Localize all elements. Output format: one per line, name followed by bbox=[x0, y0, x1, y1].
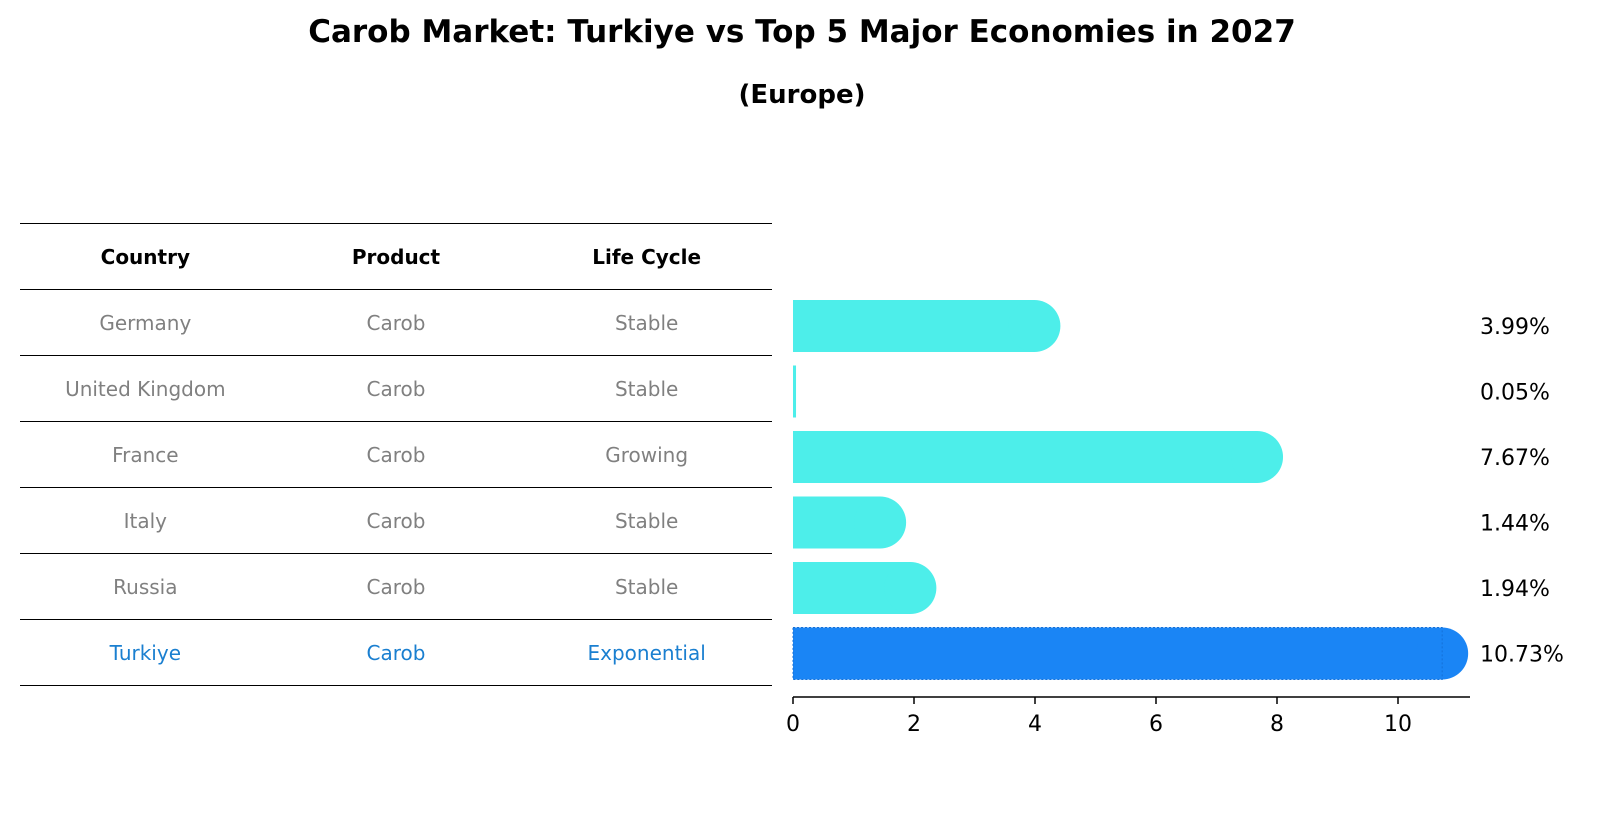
header-product: Product bbox=[270, 223, 522, 290]
bar-body bbox=[793, 627, 1443, 680]
x-tick-label: 6 bbox=[1149, 712, 1163, 737]
cell-product: Carob bbox=[270, 421, 522, 488]
x-tick-label: 8 bbox=[1270, 712, 1284, 737]
bar-russia bbox=[793, 562, 937, 614]
table-header-row: Country Product Life Cycle bbox=[20, 223, 772, 290]
cell-country: Turkiye bbox=[20, 619, 271, 686]
bar-turkiye bbox=[792, 627, 1469, 680]
bar-value-label: 3.99% bbox=[1480, 315, 1550, 340]
bar-italy bbox=[793, 496, 907, 549]
bar-body bbox=[793, 300, 1035, 352]
x-tick-label: 4 bbox=[1028, 712, 1042, 737]
bar-france bbox=[793, 431, 1284, 483]
bar-value-label: 1.44% bbox=[1480, 512, 1550, 537]
bar-cap bbox=[1416, 627, 1469, 680]
bar-cap bbox=[854, 496, 907, 549]
cell-product: Carob bbox=[270, 487, 522, 554]
table-row: France Carob Growing bbox=[20, 421, 772, 488]
x-tick-label: 0 bbox=[786, 712, 800, 737]
bar-body bbox=[793, 365, 797, 418]
bar-highlight-outline bbox=[792, 627, 1443, 680]
table-row: United Kingdom Carob Stable bbox=[20, 355, 772, 422]
chart-subtitle: (Europe) bbox=[738, 80, 866, 110]
bar-cap bbox=[1231, 431, 1284, 483]
bar-cap bbox=[1008, 300, 1061, 352]
cell-country: United Kingdom bbox=[20, 355, 271, 422]
header-life-cycle: Life Cycle bbox=[521, 223, 772, 290]
cell-country: France bbox=[20, 421, 271, 488]
bar-cap bbox=[884, 562, 937, 614]
table-row: Italy Carob Stable bbox=[20, 487, 772, 554]
header-country: Country bbox=[20, 223, 271, 290]
cell-life-cycle: Stable bbox=[521, 487, 772, 554]
cell-life-cycle: Stable bbox=[521, 553, 772, 620]
table-row: Russia Carob Stable bbox=[20, 553, 772, 620]
bar-united-kingdom bbox=[793, 365, 797, 418]
country-table: Country Product Life Cycle Germany Carob… bbox=[20, 223, 772, 686]
cell-life-cycle: Stable bbox=[521, 355, 772, 422]
x-tick-label: 2 bbox=[907, 712, 921, 737]
cell-product: Carob bbox=[270, 355, 522, 422]
cell-product: Carob bbox=[270, 289, 522, 356]
cell-country: Italy bbox=[20, 487, 271, 554]
cell-country: Germany bbox=[20, 289, 271, 356]
bar-value-label: 1.94% bbox=[1480, 577, 1550, 602]
chart-title: Carob Market: Turkiye vs Top 5 Major Eco… bbox=[308, 14, 1296, 50]
table-row: Germany Carob Stable bbox=[20, 289, 772, 356]
table-row-highlight: Turkiye Carob Exponential bbox=[20, 619, 772, 686]
cell-country: Russia bbox=[20, 553, 271, 620]
cell-product: Carob bbox=[270, 619, 522, 686]
cell-life-cycle: Exponential bbox=[521, 619, 772, 686]
bar-germany bbox=[793, 300, 1061, 352]
bar-value-label: 7.67% bbox=[1480, 446, 1550, 471]
bar-value-label: 0.05% bbox=[1480, 381, 1550, 406]
cell-life-cycle: Stable bbox=[521, 289, 772, 356]
x-tick-label: 10 bbox=[1384, 712, 1412, 737]
bar-value-label: 10.73% bbox=[1480, 643, 1564, 668]
cell-product: Carob bbox=[270, 553, 522, 620]
cell-life-cycle: Growing bbox=[521, 421, 772, 488]
bar-body bbox=[793, 431, 1258, 483]
